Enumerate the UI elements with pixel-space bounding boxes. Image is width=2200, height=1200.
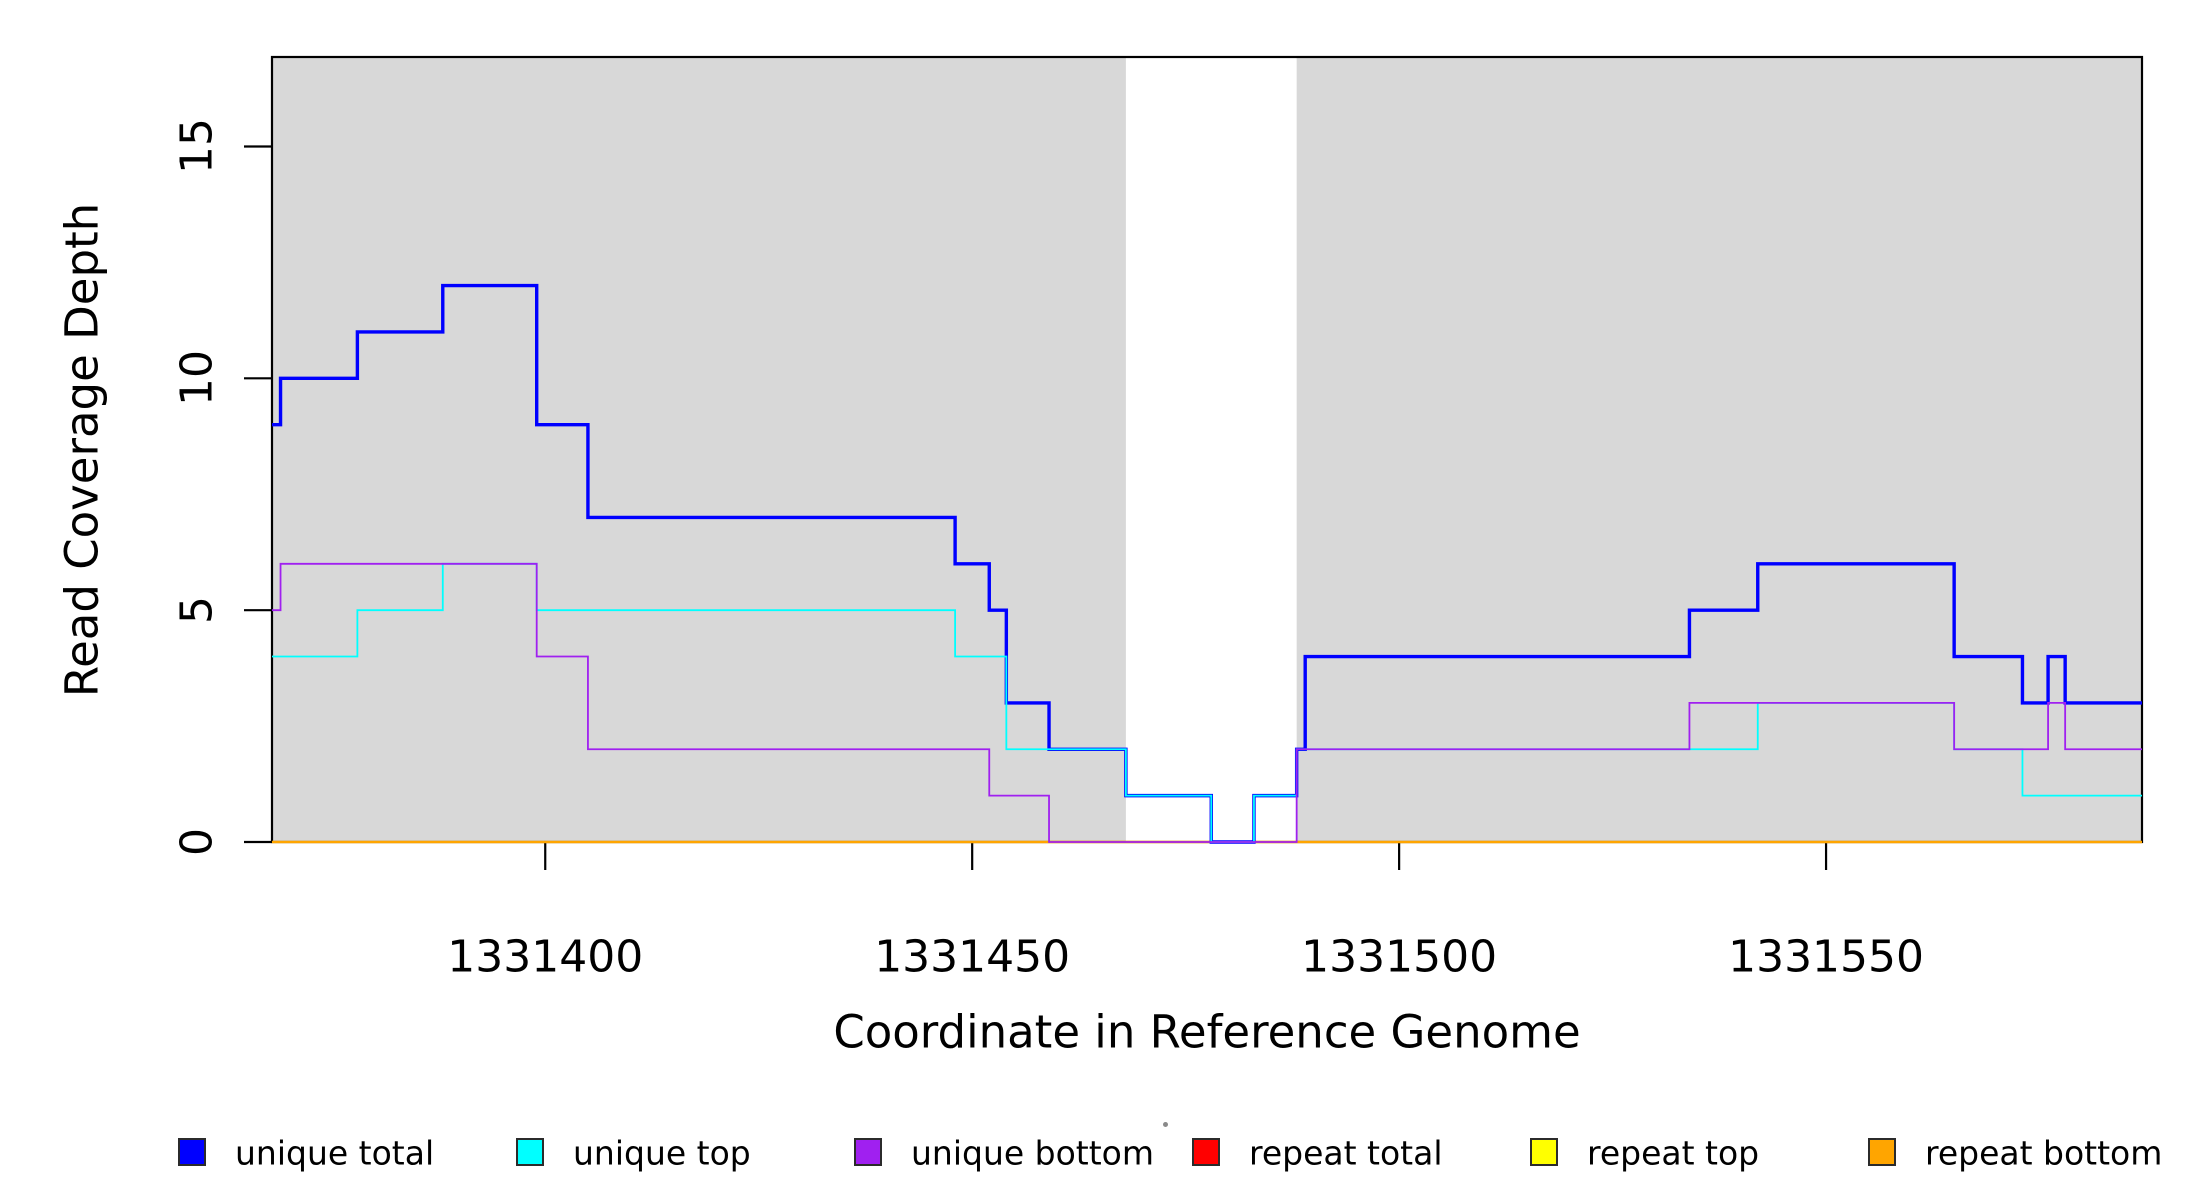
legend-label: unique bottom — [911, 1133, 1155, 1173]
legend-label: repeat bottom — [1925, 1133, 2163, 1173]
legend-label: repeat total — [1249, 1133, 1443, 1173]
x-tick-label-1331550: 1331550 — [1728, 931, 1925, 983]
y-tick-label-0: 0 — [171, 828, 223, 856]
series-lines — [272, 283, 2142, 844]
repeat-bottom-swatch-icon — [1868, 1138, 1896, 1166]
unique-bottom-swatch-icon — [854, 1138, 882, 1166]
series-line-unique-bottom — [272, 562, 2142, 843]
x-tick-label-1331400: 1331400 — [447, 931, 644, 983]
repeat-total-swatch-icon — [1192, 1138, 1220, 1166]
y-tick-label-5: 5 — [171, 596, 223, 625]
repeat-region-shading — [272, 57, 2142, 842]
axis-ticks — [244, 145, 1828, 870]
x-axis-title: Coordinate in Reference Genome — [833, 1005, 1581, 1059]
unique-top-swatch-icon — [516, 1138, 544, 1166]
repeat-region-band — [272, 57, 1126, 842]
y-tick-label-10: 10 — [171, 350, 223, 407]
repeat-top-swatch-icon — [1530, 1138, 1558, 1166]
y-tick-label-15: 15 — [171, 118, 223, 175]
legend-label: unique top — [573, 1133, 751, 1173]
y-axis-title: Read Coverage Depth — [55, 202, 109, 697]
x-tick-label-1331500: 1331500 — [1301, 931, 1498, 983]
repeat-region-band — [1296, 57, 2142, 842]
unique-total-swatch-icon — [178, 1138, 206, 1166]
legend-label: repeat top — [1587, 1133, 1760, 1173]
legend-label: unique total — [235, 1133, 435, 1173]
x-tick-label-1331450: 1331450 — [874, 931, 1071, 983]
stray-dot-artifact — [1163, 1122, 1168, 1127]
